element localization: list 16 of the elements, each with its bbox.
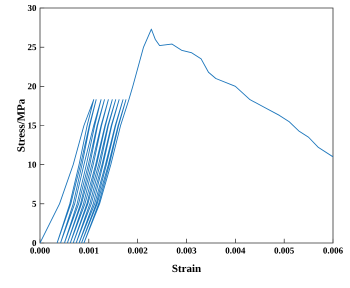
y-tick-label: 10 bbox=[28, 162, 36, 168]
x-tick-label: 0.003 bbox=[176, 248, 196, 254]
y-tick-label: 0 bbox=[32, 240, 36, 246]
x-tick-label: 0.000 bbox=[30, 248, 50, 254]
y-axis-title: Stress/MPa bbox=[17, 98, 25, 152]
y-tick-label: 5 bbox=[32, 200, 36, 207]
x-tick-label: 0.004 bbox=[226, 248, 246, 254]
y-tick-label: 15 bbox=[28, 122, 36, 129]
x-tick-label: 0.002 bbox=[128, 248, 148, 254]
y-tick-label: 25 bbox=[28, 44, 36, 50]
y-tick-label: 20 bbox=[28, 83, 36, 90]
x-tick-label: 0.005 bbox=[274, 248, 294, 254]
x-tick-label: 0.001 bbox=[79, 248, 98, 254]
x-axis-title: Strain bbox=[172, 264, 201, 272]
x-tick-label: 0.006 bbox=[323, 248, 343, 254]
y-tick-label: 30 bbox=[28, 4, 36, 12]
